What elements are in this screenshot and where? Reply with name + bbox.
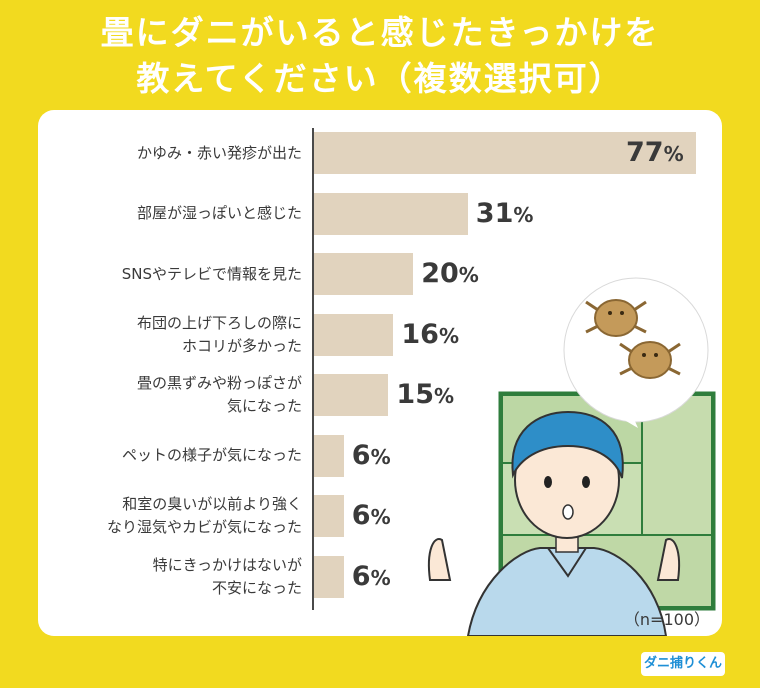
- category-axis: [312, 128, 314, 610]
- bar-value-label: 16%: [401, 318, 459, 351]
- bar-value: 77: [626, 137, 664, 168]
- bar-value: 6: [351, 500, 371, 531]
- mite-icon: [585, 299, 647, 337]
- bar-value: 6: [351, 439, 371, 471]
- bar-value-unit: %: [458, 263, 479, 287]
- category-label: ペットの様子が気になった: [42, 444, 302, 467]
- category-label-line: なり湿気やカビが気になった: [106, 518, 302, 536]
- bar: [314, 434, 344, 477]
- category-label: 和室の臭いが以前より強くなり湿気やカビが気になった: [42, 493, 302, 539]
- bar-value-unit: %: [370, 565, 391, 590]
- bar: [314, 495, 344, 537]
- category-label: 部屋が湿っぽいと感じた: [42, 202, 302, 225]
- category-label-line: かゆみ・赤い発疹が出た: [136, 143, 302, 162]
- category-label-line: 部屋が湿っぽいと感じた: [136, 204, 302, 222]
- category-label-line: 特にきっかけはないが: [152, 555, 302, 574]
- category-label-line: 布団の上げ下ろしの際に: [136, 313, 302, 332]
- category-label: SNSやテレビで情報を見た: [42, 263, 302, 286]
- category-label: かゆみ・赤い発疹が出た: [42, 142, 302, 165]
- category-label-line: 気になった: [226, 397, 302, 415]
- bar-value-unit: %: [433, 384, 455, 408]
- bar: [314, 313, 394, 356]
- category-label-line: ホコリが多かった: [181, 336, 302, 355]
- title-line-2: 教えてください（複数選択可）: [136, 59, 624, 98]
- category-label-line: 和室の臭いが以前より強く: [122, 495, 302, 513]
- category-label-line: SNSやテレビで情報を見た: [121, 264, 302, 283]
- bar-value-unit: %: [663, 142, 684, 166]
- category-label: 畳の黒ずみや粉っぽさが気になった: [42, 372, 302, 418]
- category-label-line: ペットの様子が気になった: [121, 446, 302, 464]
- bar-value-label: 6%: [351, 439, 391, 472]
- bar: [314, 192, 468, 235]
- bar-value: 16: [401, 318, 439, 350]
- sample-size-note: （n=100）: [623, 610, 710, 629]
- bar-value-label: 31%: [475, 197, 534, 230]
- bar-value: 20: [421, 258, 459, 289]
- bar-value: 31: [475, 197, 514, 229]
- category-label: 布団の上げ下ろしの際にホコリが多かった: [42, 312, 302, 358]
- bar-value-label: 6%: [352, 501, 391, 532]
- bar-value-label: 77%: [626, 138, 684, 169]
- brand-logo: ダニ捕りくん: [641, 652, 725, 676]
- bar-value-label: 6%: [351, 560, 391, 593]
- category-label-line: 畳の黒ずみや粉っぽさが: [136, 374, 302, 392]
- bar-value: 6: [351, 560, 371, 592]
- chart-title: 畳にダニがいると感じたきっかけを 教えてください（複数選択可）: [0, 10, 760, 102]
- chart-panel: かゆみ・赤い発疹が出た 77% 部屋が湿っぽいと感じた 31% SNSやテレビで情報を見…: [38, 110, 722, 636]
- bar-value-label: 20%: [421, 259, 479, 290]
- bar-value-unit: %: [370, 444, 391, 469]
- bar: [314, 132, 696, 174]
- bar: [314, 253, 414, 295]
- bar-value-label: 15%: [396, 380, 454, 411]
- category-label-line: 不安になった: [211, 578, 302, 597]
- bar: [314, 374, 389, 416]
- bar-value: 15: [396, 379, 434, 410]
- mite-icon: [619, 341, 681, 379]
- person-illustration: [428, 410, 680, 636]
- bar: [314, 555, 344, 598]
- illustration: [428, 277, 716, 636]
- title-line-1: 畳にダニがいると感じたきっかけを: [100, 13, 660, 52]
- bar-value-unit: %: [370, 505, 391, 529]
- category-label: 特にきっかけはないが不安になった: [42, 554, 302, 600]
- bar-value-unit: %: [513, 202, 534, 227]
- bar-value-unit: %: [438, 323, 459, 348]
